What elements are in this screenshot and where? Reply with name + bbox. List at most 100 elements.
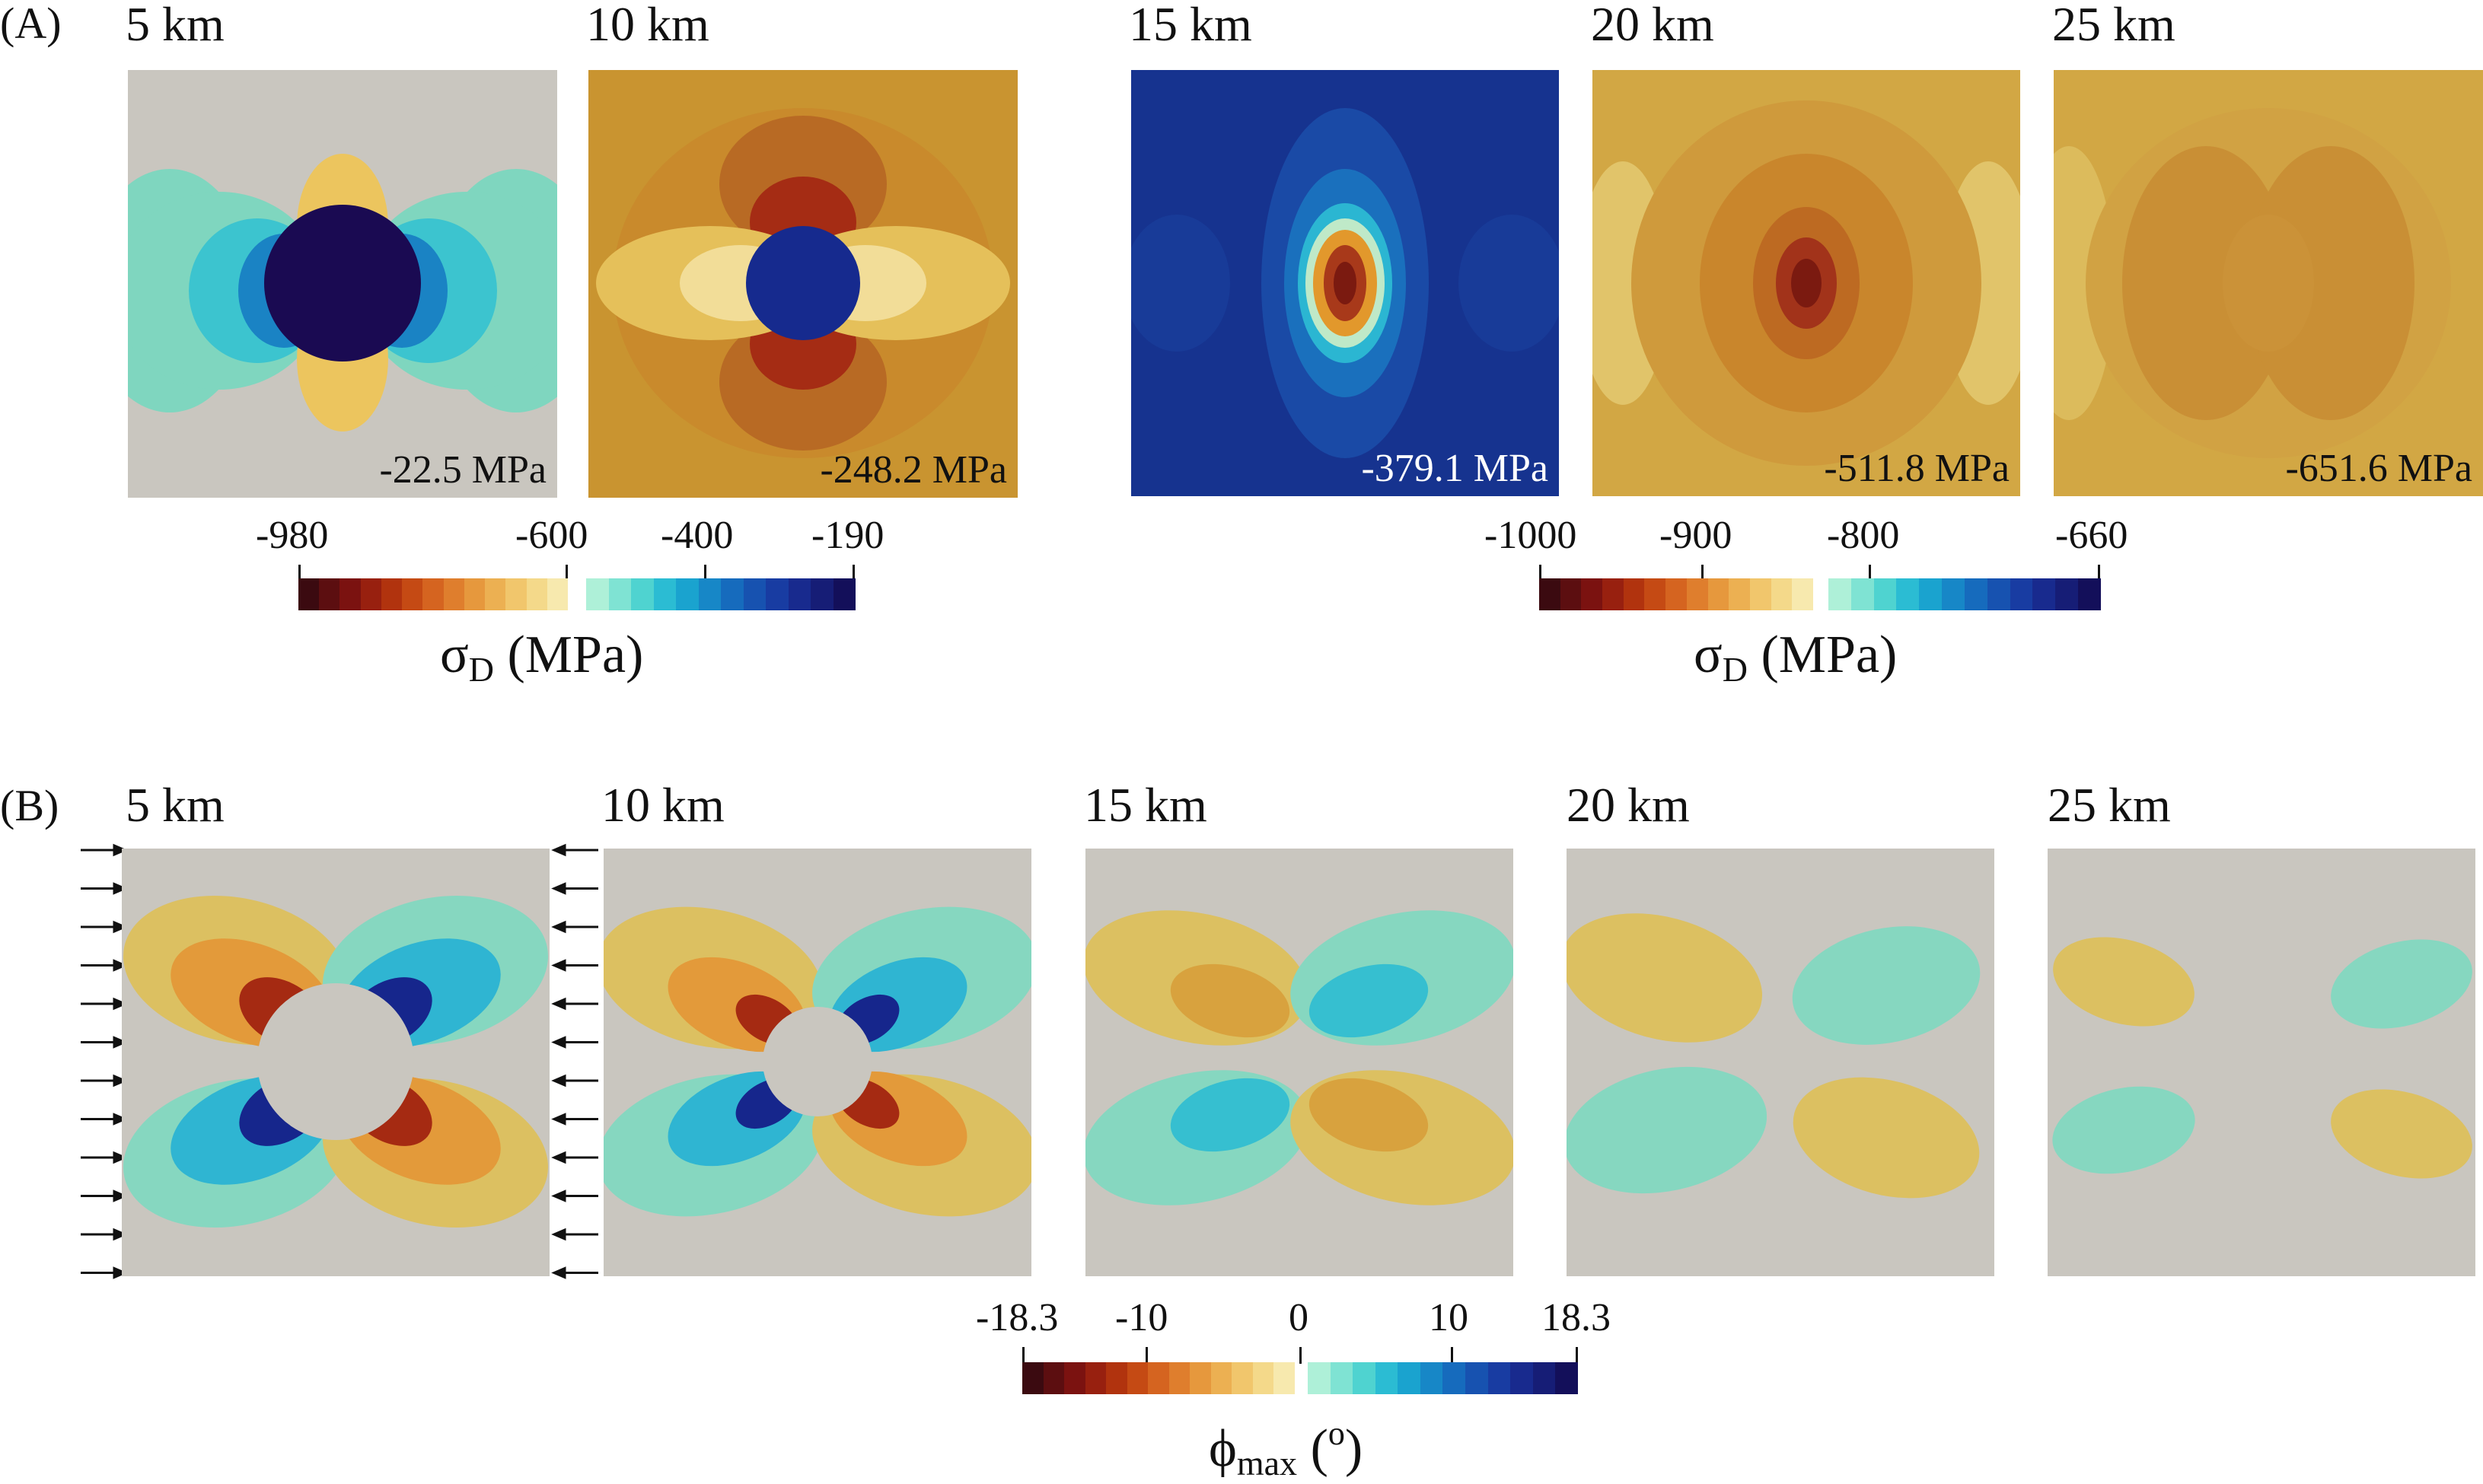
sigma-subscript: D — [1722, 650, 1748, 689]
stress-map-10km: -248.2 MPa — [588, 70, 1018, 498]
colorbar-swatch — [1560, 578, 1582, 610]
colorbar-a-left-tick-980: -980 — [256, 514, 329, 557]
colorbar-swatch — [1064, 1362, 1085, 1394]
colorbar-swatch — [526, 578, 547, 610]
colorbar-a-right-warm — [1539, 578, 1813, 610]
compression-arrowhead — [113, 1266, 128, 1279]
compression-arrowhead — [551, 920, 566, 934]
colorbar-swatch — [1085, 1362, 1107, 1394]
colorbar-swatch — [1510, 1362, 1533, 1394]
tickmark — [298, 565, 301, 581]
unit-text: (MPa) — [493, 626, 644, 684]
colorbar-swatch — [1873, 578, 1897, 610]
colorbar-swatch — [1623, 578, 1645, 610]
colorbar-swatch — [485, 578, 506, 610]
colorbar-swatch — [319, 578, 340, 610]
colorbar-swatch — [360, 578, 381, 610]
colorbar-swatch — [1420, 1362, 1443, 1394]
colorbar-swatch — [1106, 1362, 1127, 1394]
colorbar-swatch — [1308, 1362, 1331, 1394]
stress-value-15km: -379.1 MPa — [1361, 447, 1548, 490]
colorbar-a-left-warm — [298, 578, 569, 610]
colorbar-swatch — [1273, 1362, 1295, 1394]
colorbar-swatch — [443, 578, 464, 610]
colorbar-b-tick-neg18: -18.3 — [976, 1296, 1059, 1339]
compression-arrowhead — [113, 1151, 128, 1164]
tickmark — [1869, 565, 1871, 581]
unit-close: ) — [1344, 1419, 1363, 1478]
panel-a-title-15km: 15 km — [1129, 0, 1252, 51]
compression-arrowhead — [551, 1036, 566, 1049]
colorbar-swatch — [1555, 1362, 1578, 1394]
colorbar-a-right-title: σD (MPa) — [1694, 629, 1897, 687]
colorbar-swatch — [1330, 1362, 1353, 1394]
compression-arrowhead — [113, 1074, 128, 1088]
tickmark — [2098, 565, 2100, 581]
colorbar-swatch — [1942, 578, 1965, 610]
colorbar-swatch — [1896, 578, 1920, 610]
colorbar-swatch — [1707, 578, 1729, 610]
tickmark — [1576, 1347, 1578, 1364]
colorbar-b-cool — [1308, 1362, 1578, 1394]
compression-arrowhead — [113, 1113, 128, 1126]
colorbar-swatch — [721, 578, 744, 610]
panel-b-label: (B) — [0, 781, 59, 830]
stress-value-20km: -511.8 MPa — [1824, 447, 2010, 490]
compression-arrowhead — [113, 1036, 128, 1049]
stress-map-5km: -22.5 MPa — [128, 70, 557, 498]
unit-open: ( — [1297, 1419, 1328, 1478]
colorbar-swatch — [402, 578, 423, 610]
colorbar-swatch — [1442, 1362, 1466, 1394]
colorbar-swatch — [464, 578, 486, 610]
panel-a-title-20km: 20 km — [1591, 0, 1714, 51]
rotation-map-15km — [1085, 849, 1513, 1276]
colorbar-swatch — [1487, 1362, 1511, 1394]
compression-arrowhead — [551, 1074, 566, 1088]
colorbar-swatch — [1539, 578, 1560, 610]
tickmark — [1299, 1347, 1302, 1364]
colorbar-swatch — [2055, 578, 2079, 610]
colorbar-swatch — [1665, 578, 1687, 610]
sigma-symbol: σ — [1694, 626, 1723, 684]
colorbar-b-tick-0: 0 — [1289, 1296, 1308, 1339]
colorbar-swatch — [1148, 1362, 1169, 1394]
compression-arrowhead — [113, 1228, 128, 1241]
compression-arrowhead — [113, 843, 128, 857]
colorbar-swatch — [1465, 1362, 1488, 1394]
colorbar-a-left-tick-190: -190 — [811, 514, 885, 557]
colorbar-b-warm — [1022, 1362, 1295, 1394]
stress-map-20km: -511.8 MPa — [1592, 70, 2020, 496]
stress-value-25km: -651.6 MPa — [2285, 447, 2472, 490]
colorbar-swatch — [1919, 578, 1943, 610]
colorbar-a-left-cool — [586, 578, 856, 610]
compression-arrowhead — [551, 843, 566, 857]
colorbar-swatch — [608, 578, 631, 610]
colorbar-swatch — [1581, 578, 1603, 610]
colorbar-swatch — [1729, 578, 1750, 610]
colorbar-swatch — [1190, 1362, 1211, 1394]
colorbar-swatch — [1749, 578, 1771, 610]
colorbar-swatch — [1127, 1362, 1149, 1394]
colorbar-a-right-tick-660: -660 — [2055, 514, 2128, 557]
colorbar-swatch — [505, 578, 527, 610]
compression-arrowhead — [551, 1151, 566, 1164]
tickmark — [704, 565, 706, 581]
colorbar-swatch — [1232, 1362, 1253, 1394]
colorbar-swatch — [2010, 578, 2033, 610]
colorbar-swatch — [547, 578, 569, 610]
colorbar-swatch — [422, 578, 444, 610]
panel-b-title-25km: 25 km — [2048, 778, 2171, 832]
colorbar-swatch — [1353, 1362, 1375, 1394]
colorbar-swatch — [833, 578, 856, 610]
colorbar-b-tick-10: 10 — [1429, 1296, 1468, 1339]
compression-arrowhead — [551, 1113, 566, 1126]
compression-arrowhead — [551, 1228, 566, 1241]
tickmark — [1451, 1347, 1453, 1364]
compression-arrows-right — [551, 843, 598, 1279]
compression-arrowhead — [551, 1189, 566, 1202]
compression-arrowhead — [551, 1266, 566, 1279]
colorbar-swatch — [788, 578, 811, 610]
colorbar-swatch — [1850, 578, 1874, 610]
degree-superscript: o — [1328, 1415, 1345, 1452]
phi-subscript: max — [1236, 1444, 1298, 1482]
